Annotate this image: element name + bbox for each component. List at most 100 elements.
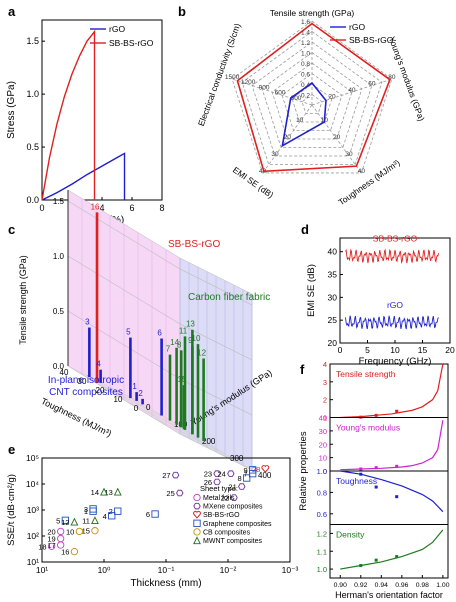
series-line-d-0 bbox=[345, 248, 439, 264]
marker-label-14: 14 bbox=[91, 488, 99, 497]
radar-tick-label: 20 bbox=[333, 134, 341, 141]
marker-label-8: 8 bbox=[237, 474, 241, 483]
y-tick-label-f: 0.8 bbox=[317, 488, 327, 497]
y-axis-label-f: Relative properties bbox=[298, 431, 309, 510]
radar-series-0 bbox=[281, 81, 327, 148]
bar-label-14: 14 bbox=[170, 338, 179, 347]
bar-label-2: 2 bbox=[138, 389, 143, 398]
marker-f-3-1 bbox=[374, 558, 378, 562]
x-axis-label-e: Thickness (mm) bbox=[130, 578, 201, 589]
radar-grid-ring bbox=[291, 83, 333, 123]
radar-tick-label: 1200 bbox=[241, 79, 256, 86]
radar-tick-label: 900 bbox=[259, 84, 270, 91]
y-tick-label-f: 4 bbox=[323, 360, 327, 369]
marker-f-3-0 bbox=[359, 564, 363, 568]
marker-19 bbox=[57, 534, 65, 543]
bar-label-3: 3 bbox=[85, 318, 90, 327]
marker-13 bbox=[113, 487, 122, 496]
y-tick-label-f: 10 bbox=[319, 454, 327, 463]
legend-marker-e-5 bbox=[193, 536, 201, 545]
y-tick-label-f: 2 bbox=[323, 396, 327, 405]
y-tick-label-f: 20 bbox=[319, 440, 327, 449]
x-tick-label-f: 1.00 bbox=[436, 582, 449, 589]
radar-grid-ring bbox=[271, 62, 353, 140]
bar-label-16: 16 bbox=[91, 202, 100, 211]
y-tick-label-a: 0.0 bbox=[26, 195, 39, 205]
marker-label-10: 10 bbox=[66, 527, 74, 536]
y-tick-label-c: 200 bbox=[202, 437, 216, 446]
y-tick-label-f: 1.0 bbox=[317, 467, 327, 476]
y-tick-label-f: 1.0 bbox=[317, 565, 327, 574]
radar-tick-label: 0.4 bbox=[301, 82, 310, 89]
series-line-d-1 bbox=[345, 315, 439, 330]
marker-label-27: 27 bbox=[162, 471, 170, 480]
x-tick-label-f: 0.94 bbox=[375, 582, 388, 589]
x-tick-label-f: 0.92 bbox=[354, 582, 367, 589]
radar-axis-label-0: Tensile strength (GPa) bbox=[270, 8, 355, 18]
marker-14 bbox=[100, 487, 108, 496]
x-tick-label-a: 6 bbox=[129, 203, 134, 213]
radar-tick-label: 40 bbox=[358, 168, 366, 175]
marker-4 bbox=[108, 512, 116, 520]
marker-12 bbox=[70, 517, 79, 526]
radar-grid-ring bbox=[261, 52, 363, 148]
x-tick-label-d: 10 bbox=[390, 345, 400, 355]
legend-marker-e-0 bbox=[193, 493, 201, 502]
radar-spoke bbox=[311, 78, 393, 106]
x-tick-label-c: 0 bbox=[134, 404, 139, 413]
panel-label-f: f bbox=[300, 362, 305, 377]
marker-label-26: 26 bbox=[204, 478, 212, 487]
x-tick-label-e: 10⁻² bbox=[220, 565, 237, 575]
annotation-cnt-line1: In-plane isotropic bbox=[48, 375, 124, 386]
wall-z-grid bbox=[67, 200, 253, 306]
curve-f-1 bbox=[340, 420, 444, 471]
y-tick-label-a: 1.0 bbox=[26, 89, 39, 99]
radar-tick-label: 300 bbox=[291, 95, 302, 102]
radar-grid-ring bbox=[301, 94, 323, 114]
legend-label-e-1: MXene composites bbox=[203, 504, 263, 511]
marker-label-1: 1 bbox=[84, 507, 88, 516]
marker-18 bbox=[47, 542, 56, 550]
y-tick-label-d: 25 bbox=[328, 315, 338, 325]
radar-tick-label: 1500 bbox=[225, 74, 240, 81]
marker-20 bbox=[57, 527, 65, 536]
x-tick-label-c: 20 bbox=[96, 386, 105, 395]
radar-grid-ring bbox=[241, 31, 383, 165]
subplot-label-f-2: Toughness bbox=[336, 476, 377, 486]
marker-label-21: 21 bbox=[228, 483, 236, 492]
marker-label-12: 12 bbox=[61, 518, 69, 527]
x-tick-label-d: 5 bbox=[365, 345, 370, 355]
marker-label-15: 15 bbox=[82, 527, 90, 536]
series-line-a-1 bbox=[41, 29, 96, 201]
bar-label-9: 9 bbox=[188, 336, 193, 345]
y-tick-label-a: 0.5 bbox=[26, 142, 39, 152]
y-tick-label-e: 10³ bbox=[27, 505, 39, 515]
legend-label-e-5: MWNT composites bbox=[203, 538, 262, 545]
chart-a: 024680.00.51.01.5Strain (%)Stress (GPa)r… bbox=[6, 19, 165, 226]
marker-3 bbox=[89, 505, 97, 513]
bar-label-7: 7 bbox=[166, 345, 171, 354]
bar-label-11: 11 bbox=[179, 326, 188, 335]
marker-label-19: 19 bbox=[47, 535, 55, 544]
bar-label-4: 4 bbox=[96, 360, 101, 369]
bar-label-10: 10 bbox=[192, 334, 201, 343]
y-tick-label-d: 20 bbox=[328, 338, 338, 348]
z-tick-label: 1.5 bbox=[53, 197, 65, 206]
curve-f-0 bbox=[340, 363, 444, 419]
marker-f-1-2 bbox=[395, 464, 399, 468]
bar-label-13: 13 bbox=[186, 320, 195, 329]
legend-marker-e-2 bbox=[193, 510, 201, 519]
radar-spoke bbox=[262, 104, 313, 174]
marker-label-22: 22 bbox=[221, 494, 229, 503]
legend-marker-e-4 bbox=[193, 528, 201, 536]
x-axis-label-c: Toughness (MJ/m³) bbox=[40, 396, 114, 439]
y-tick-label-e: 10⁴ bbox=[26, 479, 39, 489]
panel-label-c: c bbox=[8, 222, 15, 237]
marker-label-23: 23 bbox=[204, 470, 212, 479]
marker-25 bbox=[176, 489, 184, 497]
legend-marker-e-3 bbox=[193, 519, 201, 527]
x-tick-label-e: 10⁻³ bbox=[282, 565, 299, 575]
chart-b-radar: 0.2 0.4 0.6 0.8 1.0 1.2 1.4 1.6 20 40 60 80 10 20 30 40… bbox=[196, 8, 427, 207]
radar-tick-label: 60 bbox=[368, 81, 376, 88]
